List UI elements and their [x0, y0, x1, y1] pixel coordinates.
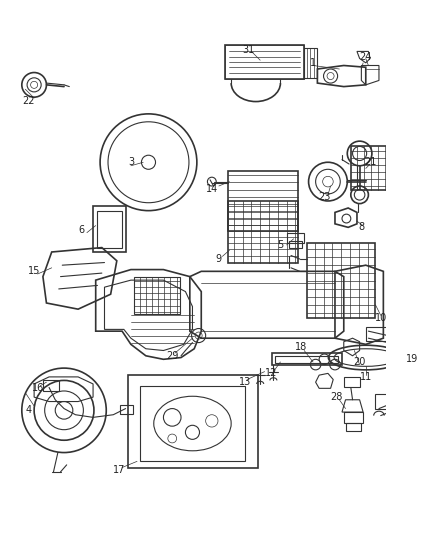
Bar: [346, 423, 361, 431]
Text: 11: 11: [360, 372, 372, 382]
Bar: [128, 375, 258, 467]
Bar: [93, 206, 127, 252]
Text: 24: 24: [360, 52, 372, 62]
Bar: [344, 412, 363, 423]
Text: 17: 17: [113, 465, 126, 475]
Bar: [228, 201, 298, 263]
Bar: [275, 356, 339, 363]
Bar: [351, 147, 402, 190]
Text: 8: 8: [358, 222, 364, 232]
Text: 3: 3: [128, 157, 134, 167]
Text: 31: 31: [243, 45, 255, 55]
Text: 16: 16: [32, 383, 44, 393]
Bar: [286, 232, 304, 243]
Text: 29: 29: [166, 351, 178, 361]
Bar: [43, 381, 59, 391]
Text: 20: 20: [353, 357, 366, 367]
Bar: [120, 405, 133, 414]
Text: 6: 6: [78, 225, 85, 235]
Text: 4: 4: [26, 405, 32, 415]
Bar: [366, 327, 390, 341]
Text: 15: 15: [28, 266, 40, 276]
Text: 13: 13: [239, 377, 251, 387]
Text: 10: 10: [374, 313, 387, 323]
Text: 23: 23: [318, 192, 331, 203]
Text: 1: 1: [310, 58, 316, 68]
Text: 22: 22: [23, 96, 35, 106]
Bar: [134, 277, 180, 313]
Bar: [304, 48, 318, 78]
Bar: [225, 45, 304, 79]
Text: 18: 18: [295, 342, 307, 352]
Text: 21: 21: [364, 157, 376, 167]
Bar: [272, 353, 342, 366]
Text: 19: 19: [406, 354, 419, 365]
Bar: [374, 394, 396, 409]
Bar: [344, 377, 360, 387]
Text: 28: 28: [331, 392, 343, 402]
Text: 14: 14: [206, 184, 218, 193]
Bar: [289, 241, 301, 248]
Bar: [98, 211, 122, 248]
Bar: [228, 171, 298, 231]
Text: 12: 12: [265, 368, 278, 378]
Text: 5: 5: [277, 240, 283, 250]
Text: 9: 9: [216, 254, 222, 264]
Bar: [307, 243, 375, 318]
